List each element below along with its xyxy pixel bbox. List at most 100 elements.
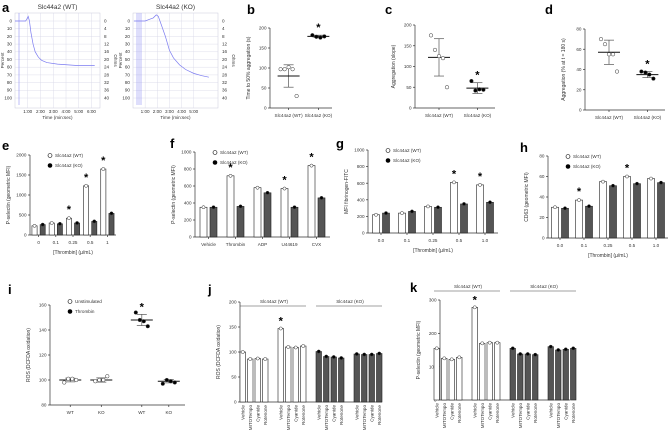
data-point	[548, 344, 553, 349]
ohm-tick-label: 24	[104, 65, 110, 70]
data-point	[440, 56, 446, 61]
aggregation-trace	[134, 14, 209, 78]
x-tick-label: Cyanide	[331, 405, 336, 422]
data-point	[319, 196, 324, 200]
data-point	[442, 356, 447, 361]
y-tick-label: 1000	[16, 193, 27, 198]
data-point	[556, 348, 561, 352]
bar-ko	[509, 348, 516, 401]
significance-star: *	[101, 155, 106, 167]
data-point	[601, 179, 605, 184]
x-tick-label: 0	[37, 240, 40, 245]
data-point	[93, 379, 98, 384]
x-tick-label: WT	[67, 410, 74, 415]
bar-wt	[307, 165, 316, 238]
x-tick-label: 0.1	[53, 240, 60, 245]
x-tick-label: Vehicle	[510, 403, 515, 418]
y-tick-label: 800	[184, 167, 192, 172]
data-point	[436, 54, 442, 59]
time-tick-label: 3:00	[165, 109, 174, 114]
panel-label-h: h	[520, 140, 528, 155]
ohms-axis-label: Ohms	[113, 54, 118, 67]
x-axis-label: [Thrombin] (µ/mL)	[588, 253, 628, 259]
bar-ko	[290, 206, 299, 238]
percent-tick-label: 20	[7, 34, 13, 39]
data-point	[587, 204, 591, 209]
percent-tick-label: 10	[7, 26, 13, 31]
panel-label-b: b	[247, 2, 255, 17]
y-tick-label: 80	[576, 27, 582, 32]
y-tick-label: 0	[409, 106, 412, 111]
y-tick-label: 0	[542, 236, 545, 241]
x-tick-label: KO	[98, 410, 105, 415]
ohm-tick-label: 20	[222, 57, 228, 62]
y-tick-label: 0	[234, 400, 237, 405]
ohm-tick-label: 40	[104, 95, 110, 100]
significance-star: *	[67, 204, 72, 216]
data-point	[294, 93, 299, 99]
x-tick-label: Rotenone	[571, 403, 576, 423]
data-point	[649, 176, 653, 181]
y-axis-label: ROS (DCFDA oxidation)	[26, 328, 32, 382]
y-tick-label: 200	[404, 23, 412, 28]
y-axis-label: MFI fibrinogen-FITC	[344, 169, 350, 214]
legend-entry: Slc44a2 (WT)	[393, 148, 422, 153]
x-tick-label: Slc44a2 (WT)	[425, 113, 454, 118]
x-tick-label: Slc44a2 (KO)	[634, 115, 662, 120]
x-tick-label: Cyanide	[449, 403, 454, 420]
data-point	[278, 67, 283, 72]
significance-star: *	[228, 162, 233, 174]
data-point	[625, 174, 629, 179]
bar-wt	[450, 182, 458, 234]
y-tick-label: 600	[357, 181, 365, 186]
significance-star: *	[282, 175, 287, 187]
data-point	[651, 76, 656, 81]
ohm-tick-label: 16	[222, 49, 228, 54]
legend-entry: Slc44a2 (WT)	[55, 153, 84, 158]
y-tick-label: 20	[576, 87, 582, 92]
x-tick-label: Rotenone	[533, 403, 538, 423]
y-tick-label: 200	[357, 214, 365, 219]
bar-ko	[209, 206, 218, 238]
data-point	[278, 326, 283, 331]
data-point	[318, 35, 323, 40]
data-point	[145, 324, 150, 329]
trace-title: Slc44a2 (WT)	[38, 4, 78, 11]
ohm-tick-label: 12	[222, 42, 228, 47]
y-axis-label: ROS (DCFDA oxidation)	[216, 325, 222, 379]
data-point	[362, 352, 367, 357]
bar-ko	[517, 353, 524, 401]
ohm-tick-label: 40	[222, 95, 228, 100]
x-tick-label: 0.5	[87, 240, 94, 245]
bar-wt	[456, 357, 463, 401]
legend-marker	[212, 160, 218, 165]
legend-marker	[47, 153, 53, 158]
data-point	[292, 205, 297, 210]
y-axis-label: P-selectin (geometric MFI)	[416, 320, 422, 379]
ohm-tick-label: 28	[104, 72, 110, 77]
data-point	[563, 206, 567, 211]
bar-wt	[433, 348, 440, 401]
y-tick-label: 140	[39, 328, 47, 333]
ohm-tick-label: 0	[104, 18, 107, 23]
percent-tick-label: 80	[7, 80, 13, 85]
panel-label-d: d	[545, 2, 553, 17]
panel-label-e: e	[2, 138, 9, 153]
bar-ko	[91, 221, 98, 236]
data-point	[70, 376, 75, 381]
data-point	[384, 211, 388, 215]
data-point	[611, 183, 615, 188]
panel-label-i: i	[8, 282, 12, 297]
data-point	[324, 354, 329, 359]
x-tick-label: 0.25	[69, 240, 78, 245]
x-tick-label: Slc44a2 (KO)	[464, 113, 492, 118]
y-tick-label: 200	[184, 218, 192, 223]
ohm-tick-label: 12	[104, 42, 110, 47]
data-point	[452, 180, 456, 185]
legend-entry: Slc44a2 (WT)	[220, 150, 249, 155]
bar-wt	[199, 206, 208, 238]
y-axis-label: Time to 50% aggregation (s)	[246, 36, 252, 99]
y-tick-label: 0	[362, 231, 365, 236]
data-point	[488, 200, 492, 205]
time-tick-label: 2:00	[153, 109, 162, 114]
